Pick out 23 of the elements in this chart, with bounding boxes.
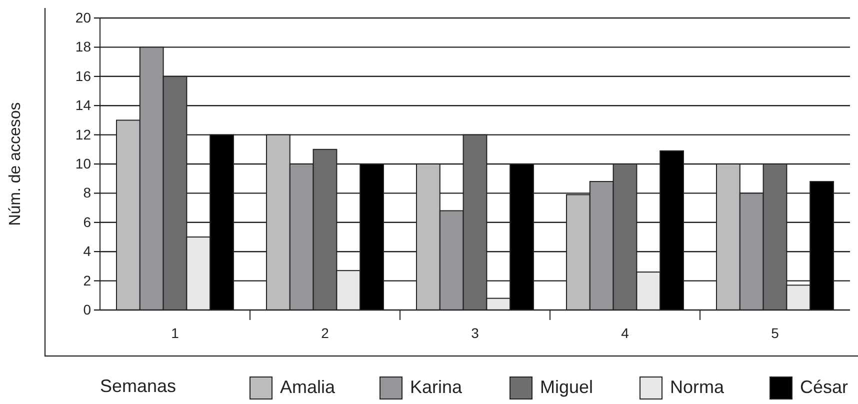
x-tick-label: 3 bbox=[471, 325, 480, 341]
y-tick-label: 16 bbox=[75, 68, 92, 84]
y-tick-label: 6 bbox=[83, 214, 92, 230]
legend-label: César bbox=[800, 377, 848, 397]
x-tick-label: 1 bbox=[171, 325, 180, 341]
x-tick-label: 4 bbox=[621, 325, 630, 341]
legend-label: Karina bbox=[410, 377, 464, 397]
y-tick-label: 10 bbox=[75, 155, 92, 172]
x-axis-title: Semanas bbox=[100, 376, 176, 396]
y-tick-label: 18 bbox=[75, 38, 92, 55]
y-tick-label: 0 bbox=[83, 301, 92, 318]
legend-label: Amalia bbox=[280, 377, 336, 397]
y-tick-label: 4 bbox=[83, 243, 92, 260]
y-tick-label: 20 bbox=[75, 9, 92, 26]
x-tick-label: 5 bbox=[771, 325, 780, 341]
y-tick-label: 12 bbox=[75, 126, 92, 142]
legend-label: Norma bbox=[670, 377, 725, 397]
y-tick-label: 14 bbox=[75, 97, 92, 114]
y-axis-title: Núm. de accesos bbox=[7, 102, 24, 226]
y-tick-label: 2 bbox=[83, 272, 92, 288]
y-tick-label: 8 bbox=[83, 184, 92, 201]
x-tick-label: 2 bbox=[321, 325, 330, 341]
legend-label: Miguel bbox=[540, 377, 594, 397]
